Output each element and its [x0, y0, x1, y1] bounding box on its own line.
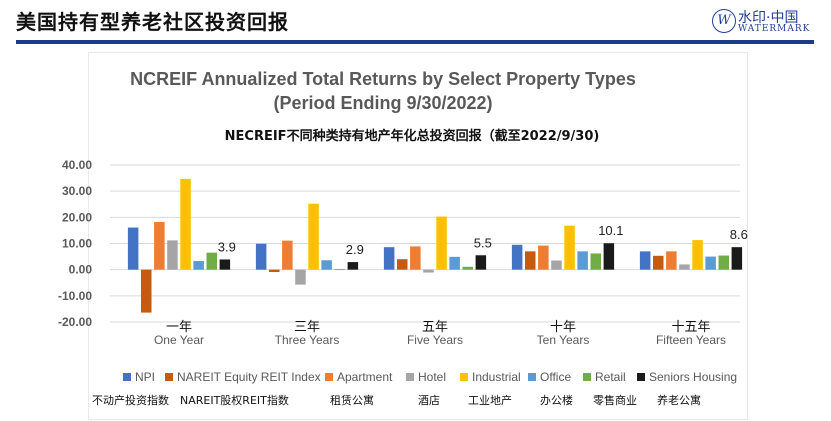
bar — [219, 259, 231, 270]
y-tick-label: 0.00 — [69, 263, 93, 277]
data-label: 10.1 — [598, 223, 623, 238]
bar — [206, 252, 217, 270]
legend-label-cn: 养老公寓 — [657, 393, 701, 407]
legend-swatch — [637, 373, 645, 381]
bar — [511, 244, 523, 270]
bar — [577, 251, 588, 270]
bar — [282, 240, 293, 270]
y-tick-label: 30.00 — [62, 184, 92, 198]
title-divider — [16, 40, 814, 44]
y-tick-label: -10.00 — [58, 289, 92, 303]
bar — [269, 269, 280, 273]
legend-label: NAREIT Equity REIT Index — [177, 370, 321, 384]
bar — [308, 203, 319, 270]
page-title: 美国持有型养老社区投资回报 — [16, 10, 289, 34]
brand-logo: W 水印·中国 WATERMARK — [712, 7, 824, 37]
category-label-cn: 十五年 — [671, 320, 710, 335]
legend-swatch — [123, 373, 131, 381]
category-label-cn: 五年 — [422, 320, 448, 335]
data-label: 5.5 — [474, 235, 492, 250]
chart-annotation-cn: NECREIF不同种类持有地产年化总投资回报（截至2022/9/30) — [225, 128, 600, 144]
bar — [436, 216, 447, 270]
y-tick-label: 10.00 — [62, 237, 92, 251]
bar — [423, 269, 434, 273]
legend-label: Office — [540, 370, 571, 384]
bar — [167, 240, 178, 270]
data-label: 2.9 — [346, 242, 364, 257]
bar — [692, 240, 703, 270]
bar — [154, 222, 165, 270]
bar — [255, 243, 267, 270]
legend-label-cn: NAREIT股权REIT指数 — [180, 393, 289, 407]
bar — [653, 255, 664, 270]
bar — [603, 243, 615, 270]
legend-label: Apartment — [337, 370, 393, 384]
category-label: Three Years — [275, 333, 340, 347]
bar — [551, 260, 562, 270]
legend-label-cn: 工业地产 — [468, 393, 512, 407]
chart-frame — [88, 52, 748, 420]
bar — [679, 264, 690, 270]
legend-swatch — [460, 373, 468, 381]
legend-label: NPI — [135, 370, 155, 384]
legend-label: Industrial — [472, 370, 521, 384]
legend-label-cn: 不动产投资指数 — [92, 393, 169, 407]
chart-subtitle: (Period Ending 9/30/2022) — [273, 93, 492, 113]
bar — [334, 269, 345, 270]
bar — [639, 251, 651, 270]
bar — [590, 253, 601, 270]
y-tick-label: 40.00 — [62, 158, 92, 172]
bar — [705, 256, 716, 270]
bar — [383, 247, 395, 270]
legend-label-cn: 酒店 — [418, 393, 440, 407]
bar — [449, 256, 460, 270]
category-label: One Year — [154, 333, 204, 347]
legend-swatch — [583, 373, 591, 381]
brand-name-cn: 水印·中国 — [738, 10, 799, 26]
legend-swatch — [165, 373, 173, 381]
category-label: Ten Years — [537, 333, 590, 347]
bar — [462, 266, 473, 270]
legend-label: Seniors Housing — [649, 370, 737, 384]
data-label: 8.6 — [730, 227, 748, 242]
bar — [295, 269, 306, 285]
y-tick-label: 20.00 — [62, 210, 92, 224]
legend-label-cn: 租赁公寓 — [330, 393, 374, 407]
bar — [180, 178, 191, 270]
bar — [141, 269, 152, 313]
bar — [731, 247, 743, 270]
bar — [525, 251, 536, 270]
bar — [193, 261, 204, 270]
bar — [666, 251, 677, 270]
legend-swatch — [325, 373, 333, 381]
legend-swatch — [528, 373, 536, 381]
watermark-logo-icon: W — [712, 9, 736, 33]
bar — [321, 260, 332, 270]
bar — [475, 255, 487, 270]
chart-title: NCREIF Annualized Total Returns by Selec… — [130, 69, 636, 89]
bar — [127, 227, 139, 270]
category-label-cn: 三年 — [294, 320, 320, 335]
legend-label: Retail — [595, 370, 626, 384]
legend-label-cn: 零售商业 — [593, 393, 637, 407]
legend-label-cn: 办公楼 — [540, 393, 573, 407]
category-label-cn: 一年 — [166, 320, 192, 335]
bar — [538, 245, 549, 270]
category-label: Fifteen Years — [656, 333, 726, 347]
bar — [718, 255, 729, 270]
data-label: 3.9 — [218, 239, 236, 254]
bar — [410, 246, 421, 270]
bar — [347, 262, 359, 270]
legend-label: Hotel — [418, 370, 446, 384]
bar — [564, 225, 575, 270]
y-tick-label: -20.00 — [58, 315, 92, 329]
legend-swatch — [406, 373, 414, 381]
category-label: Five Years — [407, 333, 463, 347]
category-label-cn: 十年 — [550, 320, 576, 335]
brand-name-en: WATERMARK — [738, 24, 811, 34]
bar — [397, 259, 408, 270]
